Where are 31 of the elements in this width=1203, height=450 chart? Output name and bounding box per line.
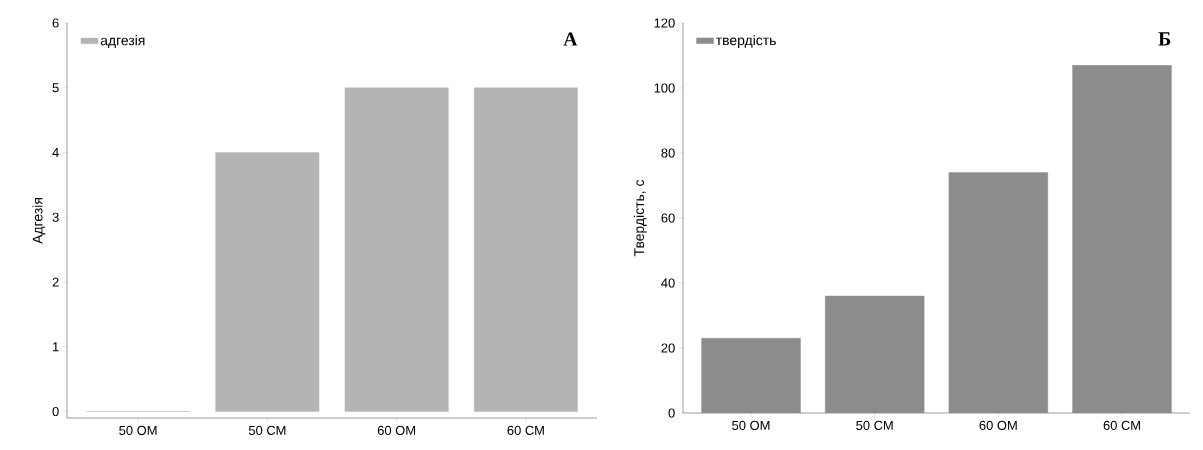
- y-tick-label: 1: [53, 342, 59, 352]
- x-tick-label: 60 ОМ: [377, 425, 415, 435]
- y-axis-title: Адгезія: [32, 198, 46, 244]
- x-tick-label: 50 ОМ: [732, 420, 770, 430]
- y-tick-label: 4: [52, 148, 59, 157]
- annotation: Б: [1158, 32, 1171, 46]
- annotation: А: [563, 32, 578, 46]
- x-tick-label: 60 СМ: [1103, 420, 1140, 430]
- bar: [474, 87, 578, 412]
- y-tick-label: 0: [52, 406, 59, 417]
- x-tick-label: 60 ОМ: [979, 420, 1017, 430]
- y-tick-label: 5: [52, 83, 59, 93]
- y-axis-title: Твердість, с: [633, 179, 647, 257]
- y-tick-label: 60: [661, 213, 675, 223]
- x-tick-label: 50 СМ: [856, 420, 893, 430]
- x-tick-label: 50 ОМ: [119, 425, 157, 435]
- y-tick-label: 40: [661, 278, 675, 288]
- bar: [215, 152, 320, 412]
- y-tick-label: 3: [52, 212, 59, 222]
- x-tick-label: 60 СМ: [507, 425, 544, 435]
- y-tick-label: 120: [654, 18, 675, 28]
- y-tick-label: 2: [52, 277, 59, 287]
- x-tick-label: 50 СМ: [248, 425, 286, 435]
- y-tick-label: 6: [52, 18, 59, 28]
- y-tick-label: 0: [668, 408, 675, 418]
- bar: [344, 87, 449, 412]
- y-tick-label: 80: [661, 148, 675, 158]
- legend-label: твердість: [715, 34, 776, 48]
- legend-label: адгезія: [100, 35, 145, 48]
- y-tick-label: 20: [661, 343, 675, 353]
- y-tick-label: 100: [654, 83, 675, 93]
